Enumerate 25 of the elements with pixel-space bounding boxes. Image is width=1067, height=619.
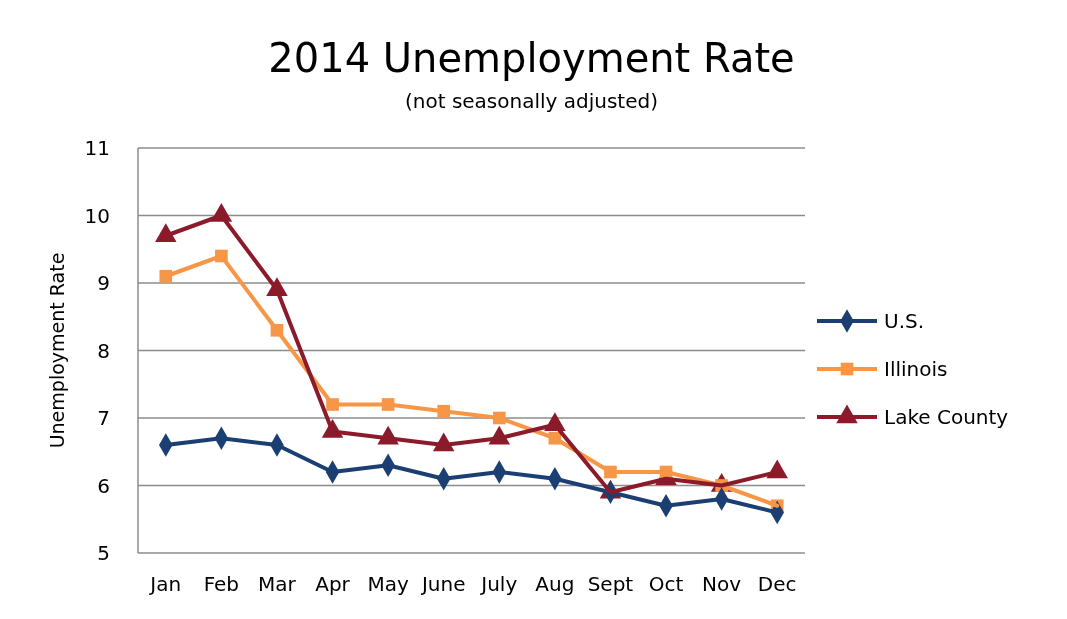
y-tick-label: 10 xyxy=(84,203,110,228)
x-tick-label: Mar xyxy=(258,572,297,596)
y-tick-label: 8 xyxy=(97,338,110,363)
x-tick-label: June xyxy=(419,572,466,596)
y-tick-label: 7 xyxy=(97,406,110,430)
x-tick-label: May xyxy=(367,572,409,596)
y-axis-title: Unemployment Rate xyxy=(46,252,68,449)
chart-title: 2014 Unemployment Rate xyxy=(268,35,795,81)
x-tick-label: Sept xyxy=(587,572,634,596)
legend-label: U.S. xyxy=(884,309,925,333)
chart-subtitle: (not seasonally adjusted) xyxy=(404,89,659,113)
x-tick-label: Jan xyxy=(148,572,182,596)
legend-label: Illinois xyxy=(884,357,948,381)
x-tick-label: Feb xyxy=(203,572,240,596)
y-tick-label: 6 xyxy=(97,473,110,498)
x-tick-label: Apr xyxy=(315,572,351,596)
y-tick-label: 11 xyxy=(84,136,110,160)
x-tick-label: Aug xyxy=(535,572,575,596)
y-tick-label: 5 xyxy=(97,541,110,565)
x-tick-label: Nov xyxy=(702,572,742,596)
legend-label: Lake County xyxy=(884,405,1009,429)
x-tick-label: Dec xyxy=(757,572,797,596)
x-tick-label: Oct xyxy=(648,572,684,596)
y-tick-label: 9 xyxy=(97,271,110,295)
x-tick-label: July xyxy=(479,572,518,596)
